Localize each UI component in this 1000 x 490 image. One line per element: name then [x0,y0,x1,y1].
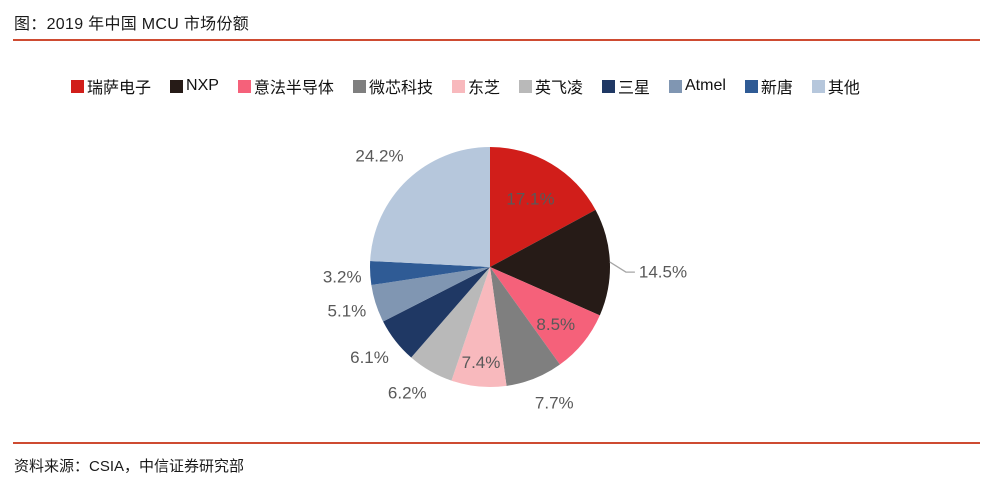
leader-line [609,261,635,273]
legend-swatch-icon [669,79,682,93]
pie-slice-6 [383,267,490,358]
legend-item-6: 三星 [601,74,650,98]
legend-item-8: 新唐 [744,74,793,98]
pie-slice-5 [411,267,490,381]
pie-slice-1 [490,209,611,316]
legend-swatch-icon [170,79,184,93]
legend-item-0: 瑞萨电子 [71,74,151,98]
legend-swatch-icon [237,79,251,93]
data-label-8: 3.2% [323,268,362,287]
legend-swatch-icon [518,79,532,93]
pie-slice-9 [370,147,490,267]
legend-item-7: Atmel [669,77,726,95]
legend-label: 英飞凌 [534,80,583,97]
legend-item-4: 东芝 [451,74,500,98]
pie-slice-8 [369,260,490,286]
legend-swatch-icon [352,79,366,93]
legend-item-5: 英飞凌 [518,74,583,98]
legend-swatch-icon [451,79,465,93]
legend-label: 东芝 [467,80,500,97]
source-note: 资料来源：CSIA，中信证券研究部 [14,458,245,475]
legend-swatch-icon [601,79,615,93]
data-label-3: 7.7% [535,393,574,412]
legend-item-3: 微芯科技 [352,74,433,98]
legend-item-2: 意法半导体 [237,74,334,98]
legend-label: 微芯科技 [368,80,433,97]
data-label-7: 5.1% [328,302,367,321]
legend-swatch-icon [744,79,758,93]
data-label-1: 14.5% [639,263,687,282]
data-label-0: 17.1% [506,190,554,209]
legend-swatch-icon [811,79,825,93]
pie-slice-3 [490,267,560,386]
legend-item-9: 其他 [811,74,860,98]
pie-slice-0 [490,147,596,267]
legend-label: 三星 [617,80,650,97]
data-label-5: 6.2% [388,383,427,402]
pie-slice-4 [451,267,507,388]
legend-label: NXP [186,77,219,94]
legend-label: 其他 [827,80,860,97]
page-title: 图：2019 年中国 MCU 市场份额 [14,16,250,33]
legend-label: Atmel [685,77,726,94]
pie-slice-2 [490,267,600,365]
legend-label: 意法半导体 [253,80,334,97]
data-label-4: 7.4% [462,353,501,372]
legend-item-1: NXP [170,77,219,95]
bottom-divider [13,442,980,444]
pie-slice-7 [371,267,490,322]
data-label-2: 8.5% [536,315,575,334]
data-label-9: 24.2% [355,147,403,166]
legend-label: 瑞萨电子 [87,80,152,97]
legend-swatch-icon [71,79,84,93]
legend: 瑞萨电子 NXP 意法半导体 微芯科技 东芝 英飞凌 三星 Atmel 新唐 其他 [71,74,860,98]
top-divider [13,39,980,41]
legend-label: 新唐 [760,80,793,97]
data-label-6: 6.1% [350,348,389,367]
